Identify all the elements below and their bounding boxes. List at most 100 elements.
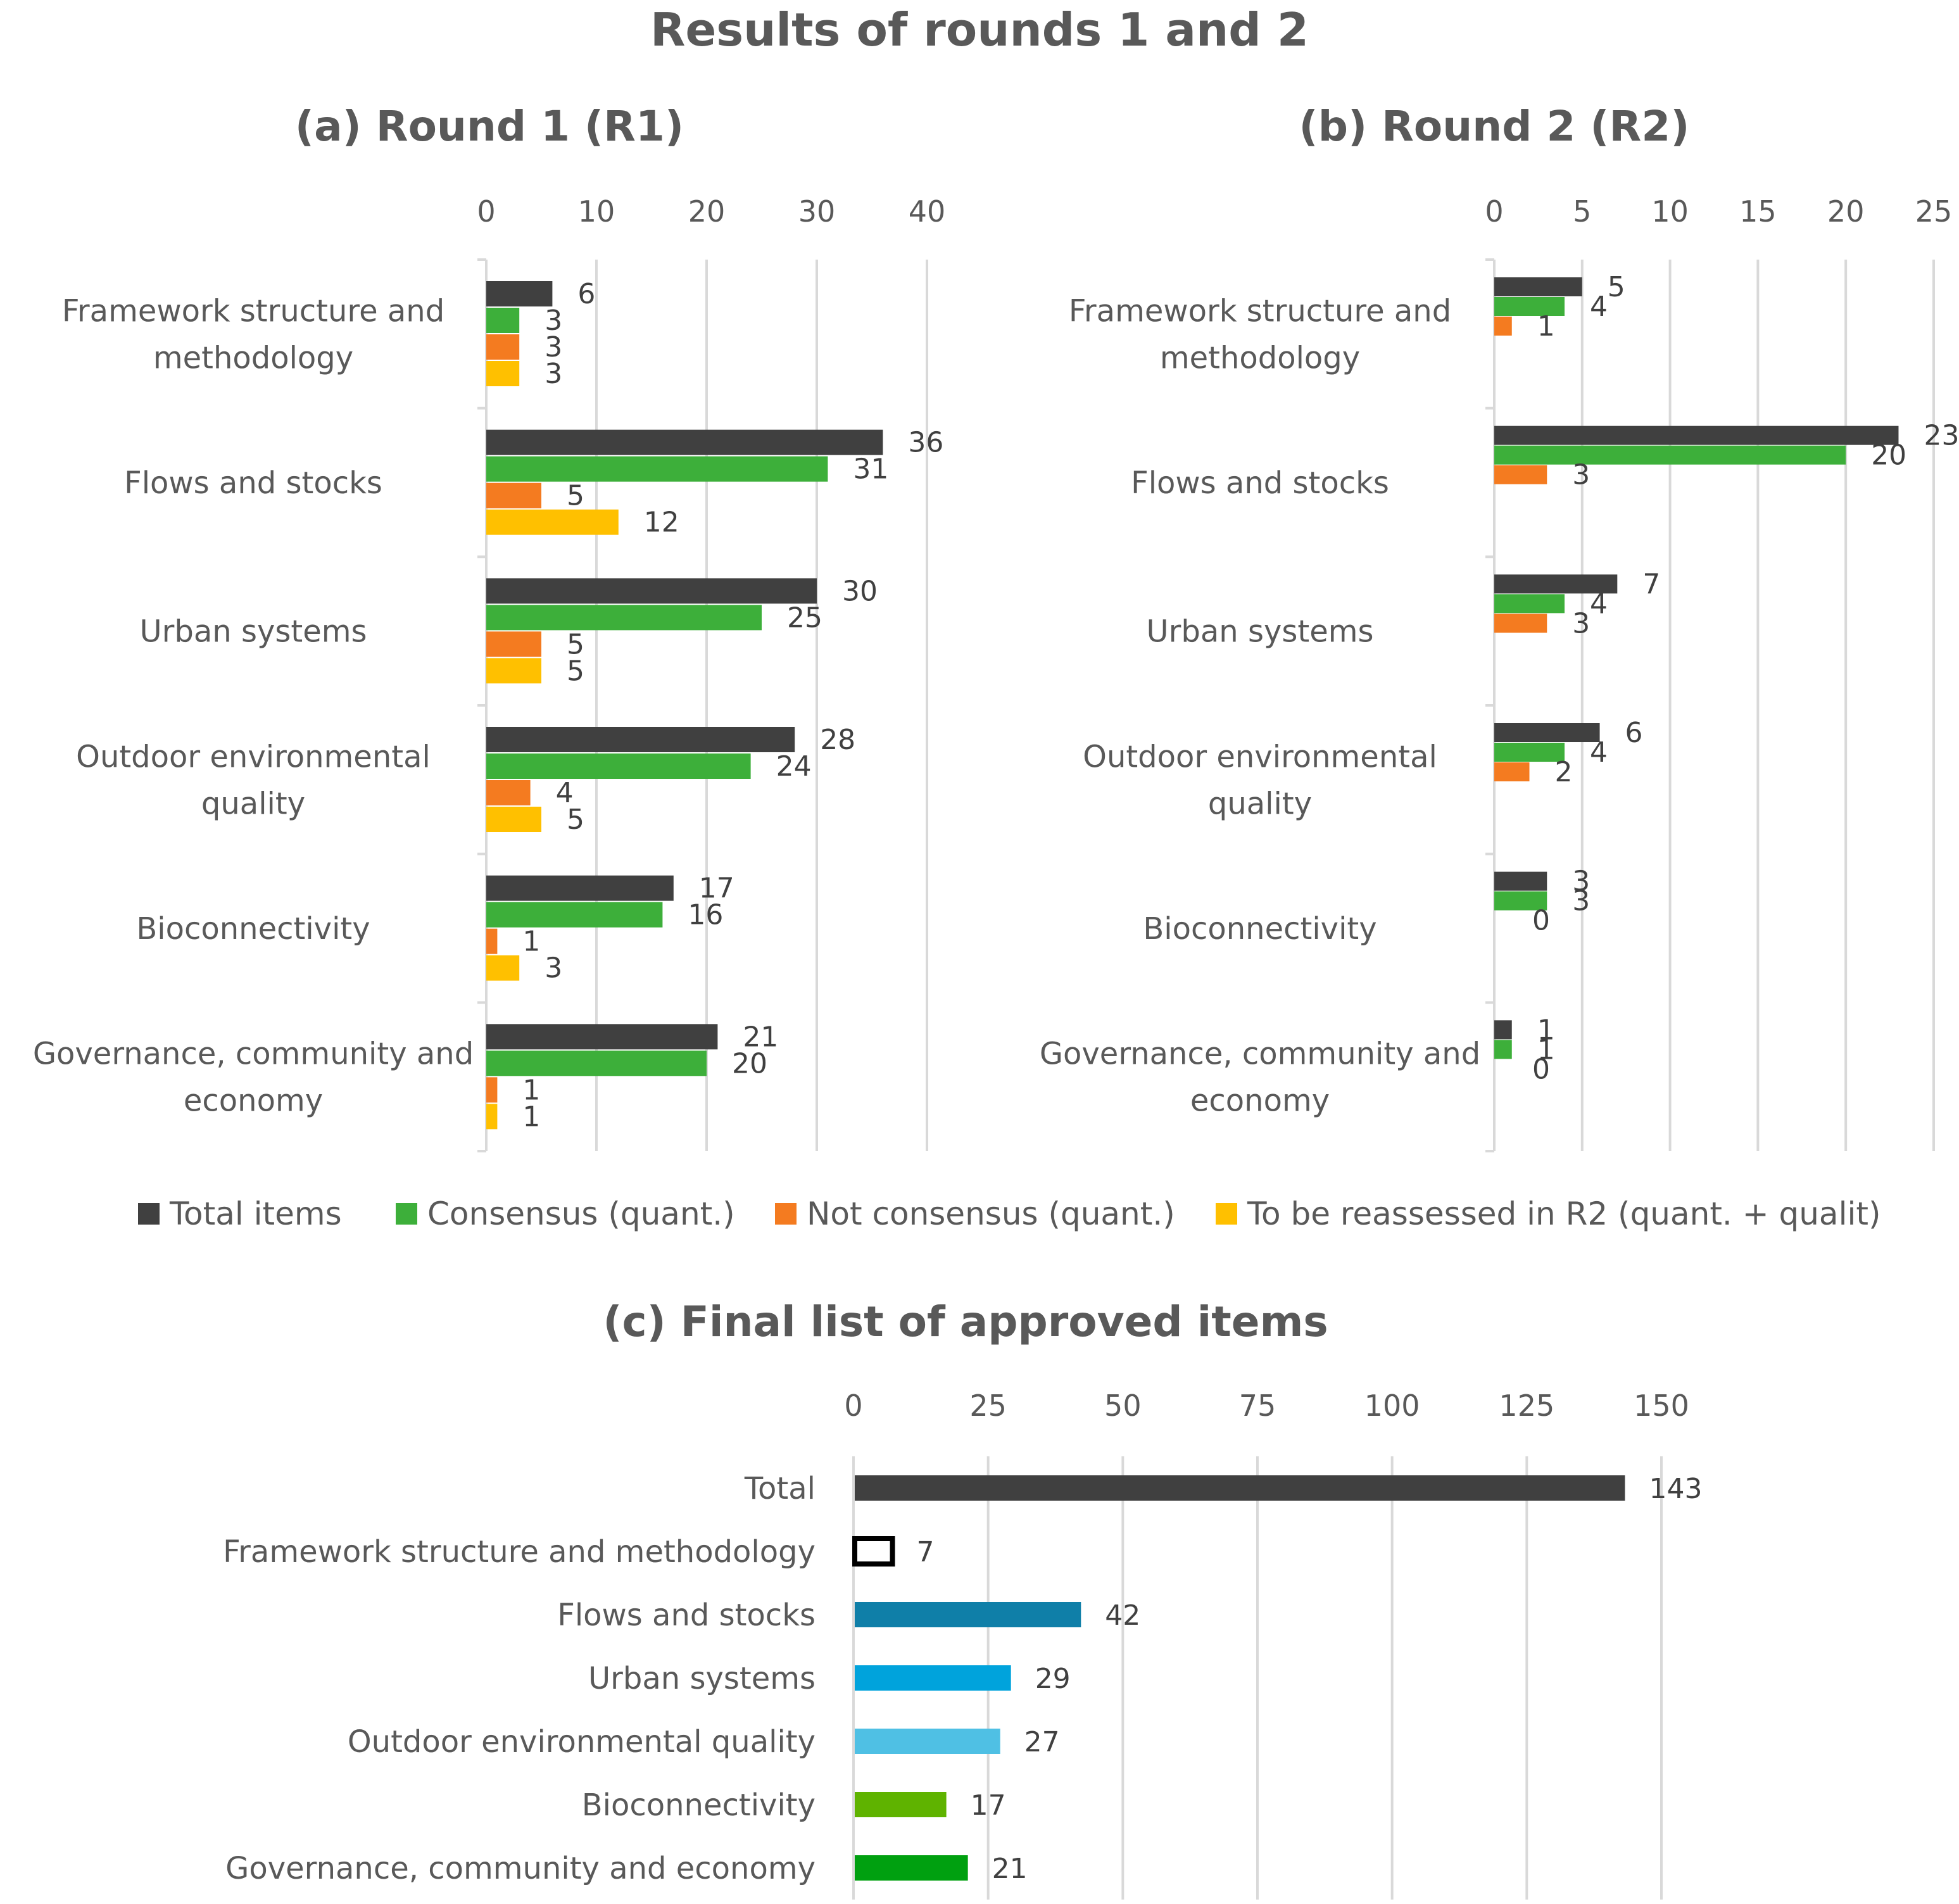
- data-label: 1: [522, 926, 540, 958]
- category-label: Governance, community and: [33, 1037, 474, 1072]
- legend-swatch: [396, 1203, 417, 1225]
- category-label: Total: [744, 1471, 816, 1506]
- bar-total: [1494, 871, 1547, 891]
- category-label: methodology: [1160, 340, 1360, 375]
- chart-round-1: (a) Round 1 (R1) 0 10 20 30 40 Framework struc…: [33, 102, 945, 1152]
- category-label: Bioconnectivity: [1143, 911, 1376, 947]
- data-label: 5: [1608, 271, 1625, 303]
- bar-not: [486, 334, 520, 360]
- bar-to: [486, 807, 541, 832]
- category-label: Urban systems: [140, 614, 367, 650]
- bar-not: [1494, 614, 1547, 633]
- x-tick-label: 20: [1827, 194, 1865, 229]
- data-label: 4: [1590, 291, 1608, 323]
- panel-title: (a) Round 1 (R1): [295, 102, 684, 151]
- data-label: 0: [1532, 1053, 1550, 1085]
- category-label: Framework structure and: [62, 293, 444, 329]
- x-tick-label: 150: [1634, 1389, 1689, 1423]
- bar-not: [486, 780, 531, 805]
- x-tick-label: 5: [1573, 194, 1591, 229]
- bar: [855, 1602, 1081, 1627]
- data-label: 7: [917, 1536, 935, 1568]
- data-label: 31: [853, 453, 888, 486]
- bar: [855, 1475, 1625, 1501]
- bar-total: [486, 281, 553, 306]
- bar-total: [1494, 723, 1600, 742]
- bar-not: [486, 482, 541, 508]
- bar-consensus: [486, 1050, 707, 1076]
- data-label: 5: [567, 628, 584, 660]
- bar: [855, 1729, 1000, 1754]
- x-tick-label: 20: [688, 194, 726, 229]
- data-label: 3: [545, 358, 562, 390]
- category-label: Governance, community and economy: [225, 1851, 816, 1886]
- bar-consensus: [486, 605, 762, 631]
- data-label: 12: [644, 507, 679, 539]
- data-label: 6: [577, 278, 595, 310]
- bar-consensus: [1494, 743, 1565, 762]
- data-label: 1: [1537, 1033, 1555, 1066]
- data-label: 3: [1572, 885, 1590, 917]
- bar-to: [486, 955, 520, 981]
- data-label: 1: [1537, 310, 1555, 343]
- legend-swatch: [1216, 1203, 1237, 1225]
- bar: [855, 1665, 1011, 1691]
- data-label: 36: [908, 427, 943, 459]
- bar-total: [1494, 426, 1899, 445]
- x-tick-label: 0: [1485, 194, 1503, 229]
- data-label: 3: [545, 331, 562, 363]
- category-label: Outdoor environmental: [1083, 739, 1437, 774]
- bar-not: [1494, 317, 1512, 336]
- bar-to: [486, 658, 541, 684]
- legend-label: Total items: [169, 1195, 342, 1232]
- bar: [852, 1536, 895, 1567]
- category-label: Framework structure and methodology: [223, 1534, 816, 1570]
- x-tick-label: 30: [798, 194, 836, 229]
- bar-to: [486, 1104, 498, 1130]
- data-label: 143: [1649, 1473, 1702, 1505]
- data-label: 7: [1642, 568, 1660, 600]
- category-label: quality: [201, 786, 305, 821]
- bar-total: [486, 875, 674, 901]
- data-label: 4: [1590, 736, 1608, 769]
- x-tick-label: 125: [1499, 1389, 1554, 1423]
- data-label: 0: [1532, 905, 1550, 937]
- bar-total: [486, 1024, 718, 1050]
- data-label: 5: [567, 480, 584, 512]
- bar-consensus: [1494, 445, 1846, 465]
- bar-not: [486, 631, 541, 657]
- bar-total: [486, 429, 883, 455]
- bar-total: [486, 727, 795, 752]
- category-label: Governance, community and: [1040, 1037, 1480, 1072]
- category-label: Urban systems: [1147, 614, 1374, 650]
- data-label: 3: [545, 305, 562, 337]
- data-label: 1: [522, 1100, 540, 1133]
- category-label: Outdoor environmental: [76, 739, 431, 774]
- category-label: Flows and stocks: [124, 465, 382, 501]
- data-label: 42: [1105, 1599, 1140, 1632]
- category-label: Outdoor environmental quality: [348, 1724, 816, 1760]
- data-label: 1: [522, 1074, 540, 1106]
- bar-consensus: [486, 753, 751, 779]
- x-tick-label: 25: [1915, 194, 1953, 229]
- panel-title: (b) Round 2 (R2): [1299, 102, 1690, 151]
- x-tick-label: 50: [1104, 1389, 1142, 1423]
- bar-total: [1494, 277, 1582, 296]
- data-label: 30: [842, 575, 878, 607]
- bar-to: [486, 361, 520, 386]
- x-tick-label: 0: [477, 194, 495, 229]
- category-label: Bioconnectivity: [136, 911, 370, 947]
- x-tick-label: 10: [578, 194, 615, 229]
- category-label: Flows and stocks: [1131, 465, 1389, 501]
- x-tick-label: 75: [1239, 1389, 1276, 1423]
- data-label: 3: [1572, 459, 1590, 491]
- data-label: 21: [992, 1853, 1028, 1885]
- data-label: 2: [1555, 756, 1573, 788]
- data-label: 16: [688, 899, 723, 931]
- panel-title: (c) Final list of approved items: [603, 1297, 1328, 1346]
- legend: Total items Consensus (quant.) Not consens…: [138, 1195, 1880, 1232]
- bar-total: [1494, 1020, 1512, 1040]
- bar-not: [1494, 465, 1547, 484]
- bar-consensus: [1494, 1040, 1512, 1059]
- data-label: 17: [971, 1789, 1006, 1822]
